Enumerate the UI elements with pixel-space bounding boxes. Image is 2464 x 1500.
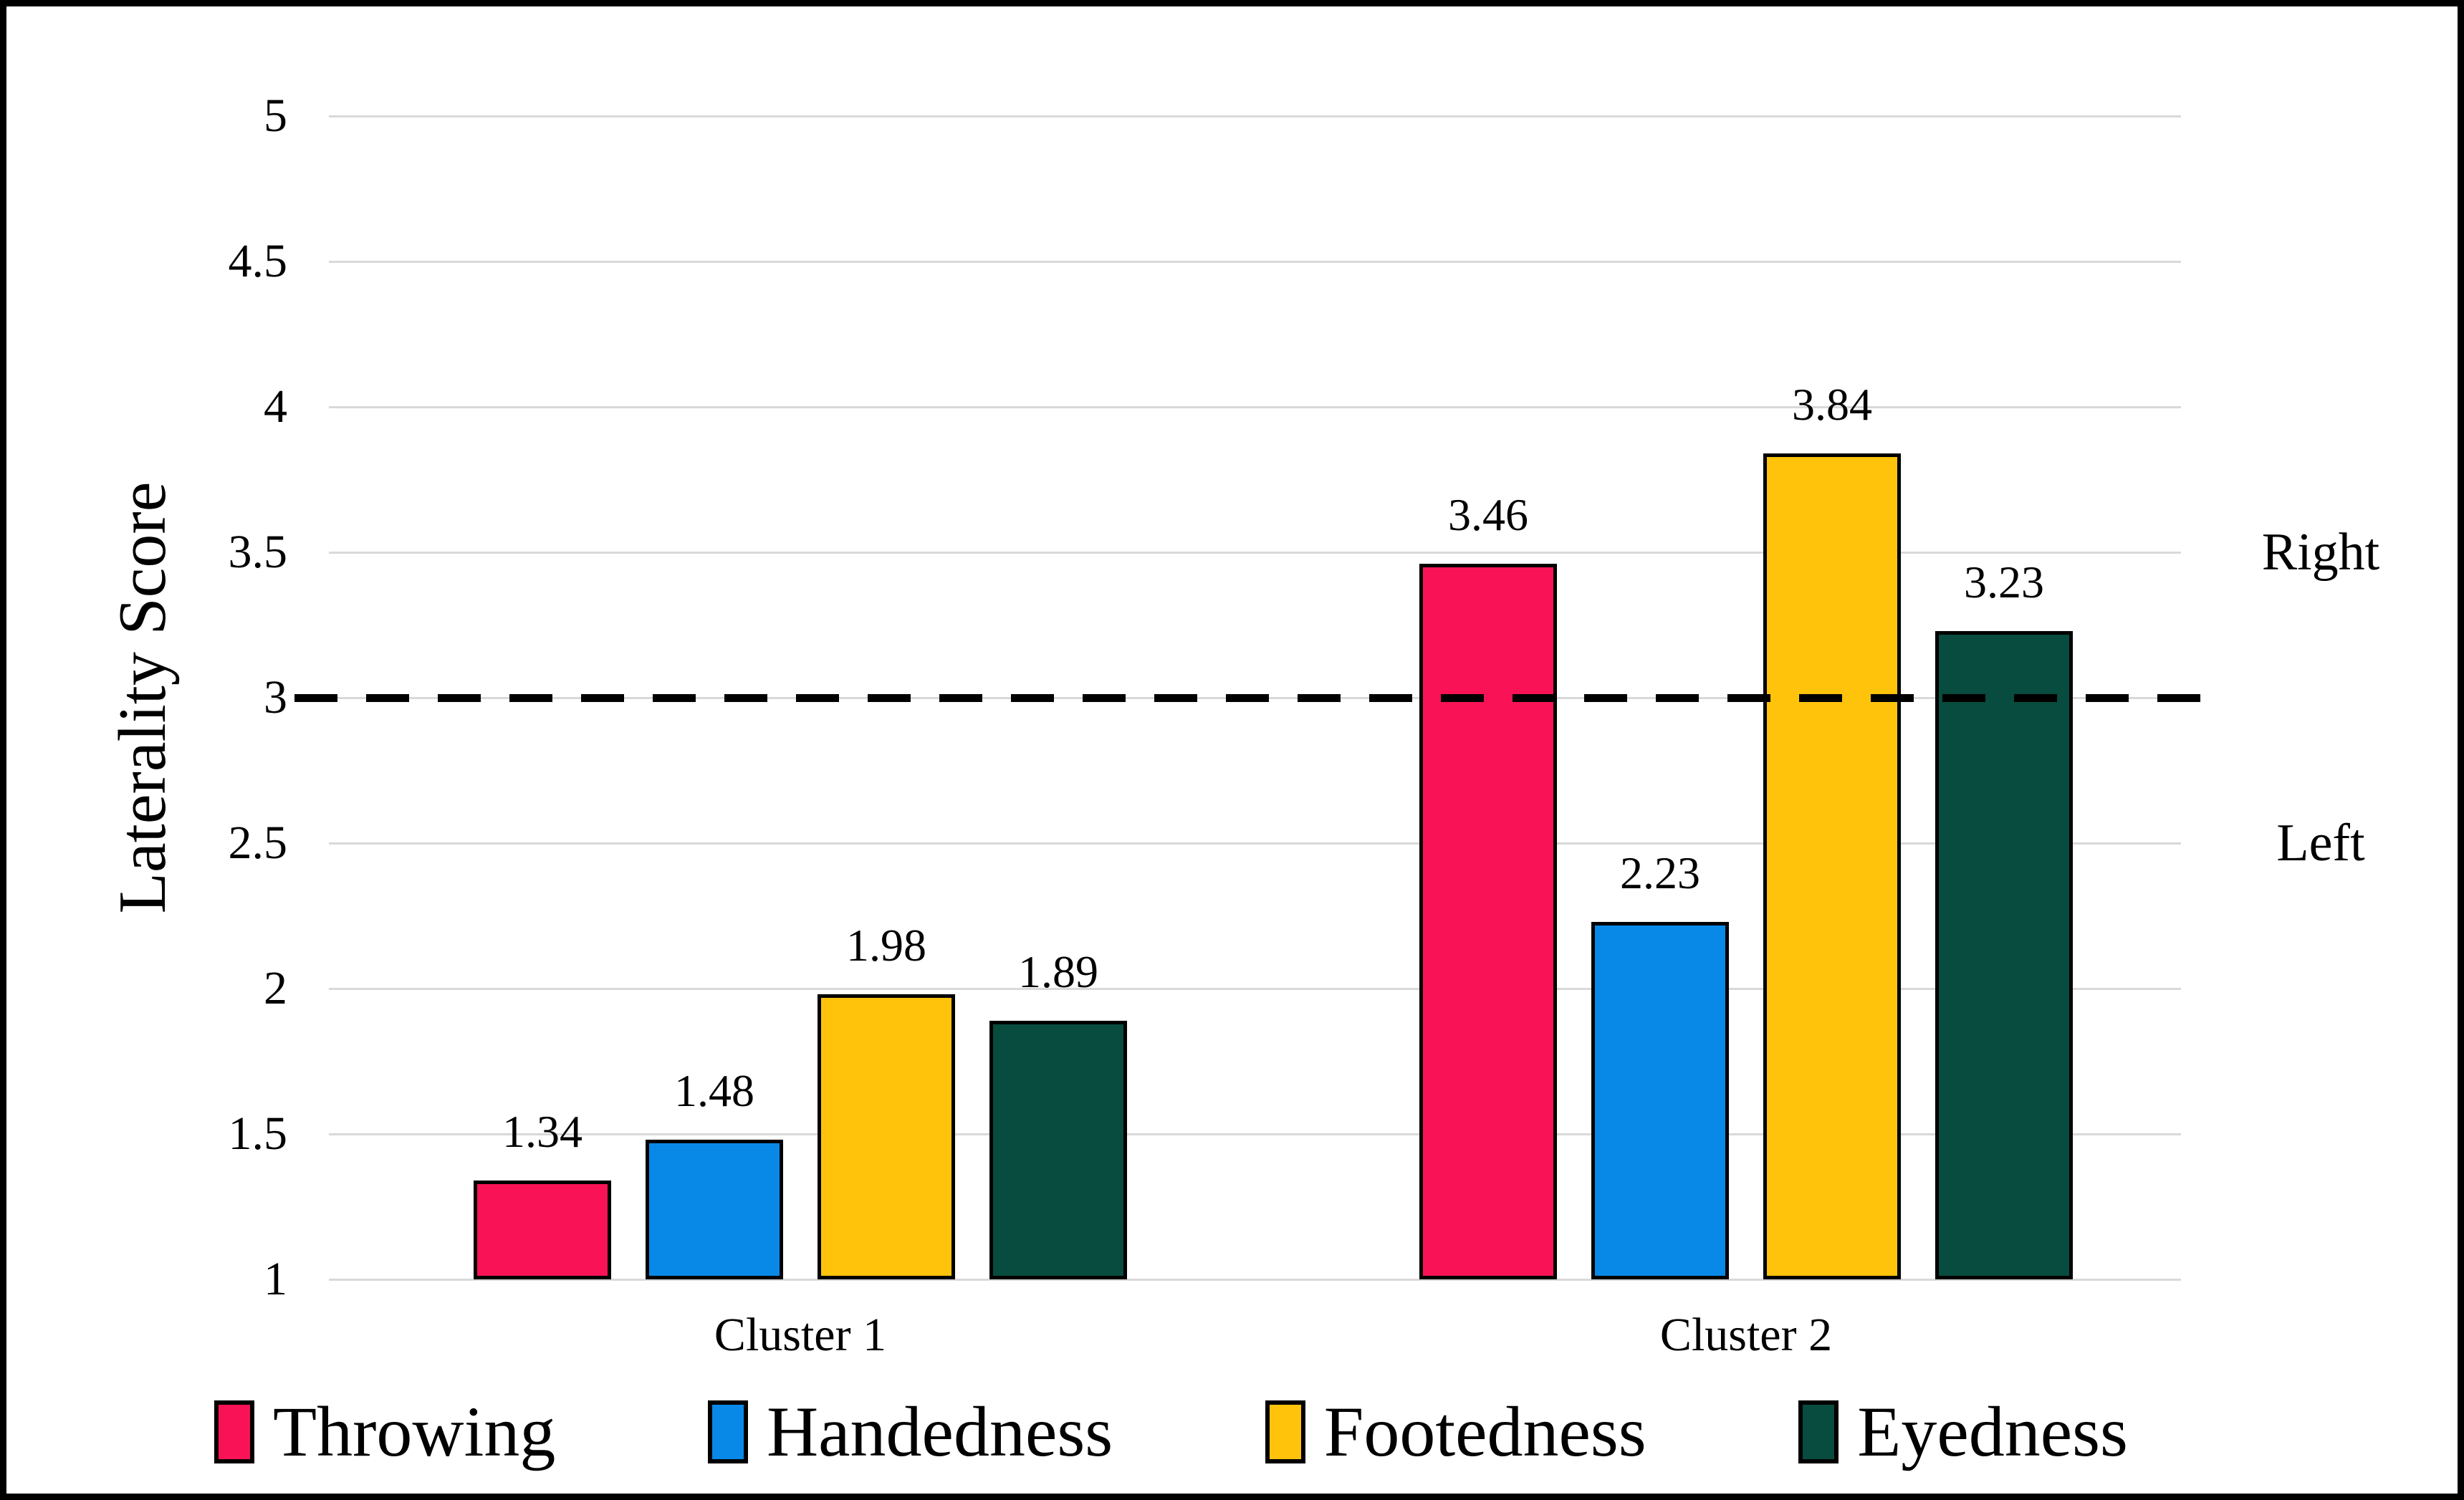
y-tick-label: 5: [264, 90, 287, 142]
y-tick-label: 1.5: [228, 1107, 288, 1160]
y-tick-label: 1: [264, 1253, 287, 1305]
right-annotation: Right: [2261, 523, 2380, 582]
y-tick-label: 2.5: [228, 817, 288, 869]
x-category-label-cluster-1: Cluster 1: [714, 1309, 887, 1361]
legend-swatch-throwing-icon: [214, 1400, 254, 1463]
legend-item-footedness: Footedness: [1265, 1396, 1646, 1468]
y-tick-label: 4: [264, 380, 287, 433]
legend: Throwing Handedness Footedness Eyedness: [214, 1389, 2128, 1475]
bar-footedness-cluster-2: [1763, 453, 1901, 1279]
bar-value-label-throwing-cluster-1: 1.34: [502, 1105, 583, 1157]
gridline-y-4-5: [329, 261, 2181, 263]
legend-label-handedness: Handedness: [766, 1392, 1113, 1471]
gridline-y-4: [329, 406, 2181, 408]
legend-item-throwing: Throwing: [214, 1396, 555, 1468]
bar-eyedness-cluster-1: [989, 1020, 1127, 1279]
bar-handedness-cluster-1: [646, 1140, 783, 1279]
y-tick-label: 3: [264, 671, 287, 723]
legend-label-throwing: Throwing: [273, 1392, 556, 1471]
legend-item-handedness: Handedness: [707, 1392, 1113, 1471]
bar-throwing-cluster-2: [1419, 564, 1557, 1279]
bar-handedness-cluster-2: [1591, 921, 1729, 1279]
bar-value-label-handedness-cluster-2: 2.23: [1620, 847, 1700, 898]
gridline-y-3-5: [329, 552, 2181, 554]
gridline-y-5: [329, 115, 2181, 117]
gridline-y-2: [329, 988, 2181, 990]
bar-footedness-cluster-1: [818, 994, 955, 1279]
y-tick-label: 4.5: [228, 235, 288, 287]
bar-value-label-footedness-cluster-1: 1.98: [846, 920, 926, 971]
bar-eyedness-cluster-2: [1935, 630, 2073, 1279]
reference-line-dashed: [294, 694, 2228, 702]
bar-value-label-eyedness-cluster-1: 1.89: [1018, 946, 1098, 997]
y-tick-label: 3.5: [228, 526, 288, 578]
legend-swatch-footedness-icon: [1265, 1400, 1305, 1463]
left-annotation: Left: [2276, 814, 2365, 872]
bar-throwing-cluster-1: [474, 1180, 611, 1279]
x-category-label-cluster-2: Cluster 2: [1659, 1309, 1833, 1361]
gridline-y-1-5: [329, 1133, 2181, 1135]
legend-item-eyedness: Eyedness: [1798, 1396, 2128, 1468]
gridline-y-2-5: [329, 842, 2181, 845]
legend-label-footedness: Footedness: [1323, 1392, 1646, 1471]
legend-swatch-eyedness-icon: [1798, 1400, 1839, 1463]
bar-value-label-handedness-cluster-1: 1.48: [674, 1065, 754, 1117]
bar-value-label-throwing-cluster-2: 3.46: [1448, 489, 1528, 541]
y-tick-label: 2: [264, 962, 287, 1014]
legend-swatch-handedness-icon: [707, 1400, 748, 1463]
gridline-y-1: [329, 1279, 2181, 1281]
legend-label-eyedness: Eyedness: [1857, 1392, 2128, 1471]
bar-value-label-footedness-cluster-2: 3.84: [1792, 378, 1872, 430]
bar-value-label-eyedness-cluster-2: 3.23: [1964, 556, 2044, 607]
